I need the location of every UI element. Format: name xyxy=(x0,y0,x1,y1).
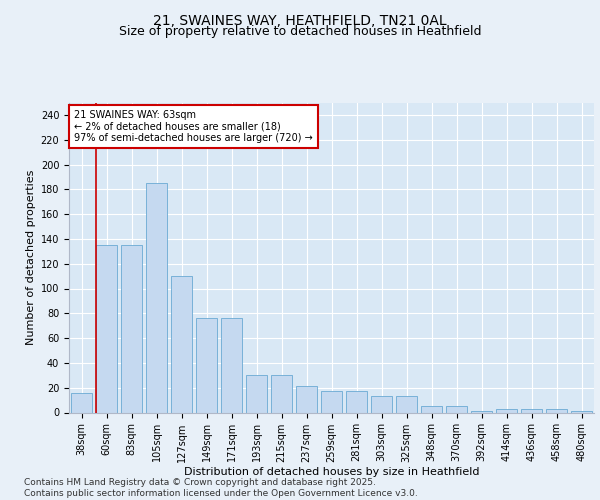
Bar xyxy=(271,376,292,412)
Bar xyxy=(371,396,392,412)
Bar xyxy=(521,409,542,412)
Text: Size of property relative to detached houses in Heathfield: Size of property relative to detached ho… xyxy=(119,25,481,38)
Bar xyxy=(496,409,517,412)
Bar xyxy=(71,392,92,412)
Bar xyxy=(546,409,567,412)
Bar xyxy=(171,276,192,412)
Bar xyxy=(246,376,267,412)
Bar xyxy=(221,318,242,412)
Text: 21 SWAINES WAY: 63sqm
← 2% of detached houses are smaller (18)
97% of semi-detac: 21 SWAINES WAY: 63sqm ← 2% of detached h… xyxy=(74,110,313,144)
Bar xyxy=(296,386,317,412)
Text: Contains HM Land Registry data © Crown copyright and database right 2025.
Contai: Contains HM Land Registry data © Crown c… xyxy=(24,478,418,498)
Bar xyxy=(321,392,342,412)
Bar xyxy=(446,406,467,412)
Text: 21, SWAINES WAY, HEATHFIELD, TN21 0AL: 21, SWAINES WAY, HEATHFIELD, TN21 0AL xyxy=(153,14,447,28)
Bar xyxy=(346,392,367,412)
Bar xyxy=(121,245,142,412)
Bar xyxy=(421,406,442,412)
Bar xyxy=(96,245,117,412)
X-axis label: Distribution of detached houses by size in Heathfield: Distribution of detached houses by size … xyxy=(184,467,479,477)
Bar xyxy=(146,183,167,412)
Bar xyxy=(196,318,217,412)
Y-axis label: Number of detached properties: Number of detached properties xyxy=(26,170,37,345)
Bar xyxy=(396,396,417,412)
